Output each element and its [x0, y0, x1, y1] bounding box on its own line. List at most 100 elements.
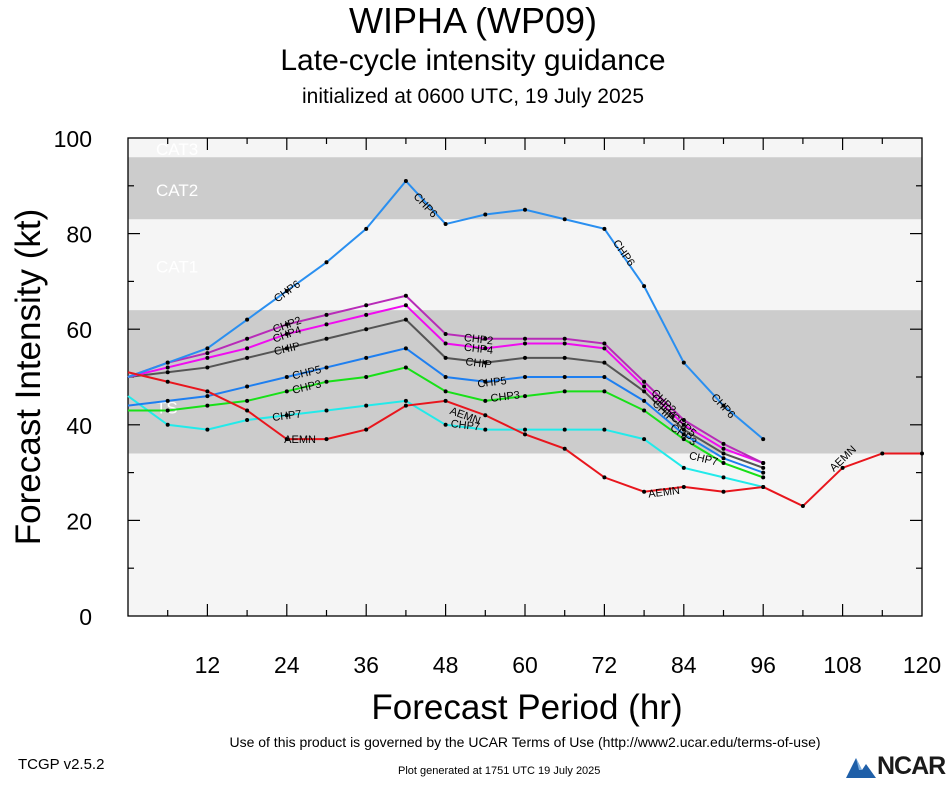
data-point: [761, 470, 766, 475]
data-point: [284, 331, 289, 336]
series-label-chp3: CHP3: [490, 389, 521, 404]
data-point: [681, 437, 686, 442]
data-point: [483, 413, 488, 418]
series-chp2: [127, 293, 766, 466]
data-point: [245, 346, 250, 351]
data-point: [761, 465, 766, 470]
data-point: [324, 336, 329, 341]
data-point: [364, 303, 369, 308]
data-point: [443, 389, 448, 394]
data-point: [165, 370, 170, 375]
data-point: [562, 389, 567, 394]
data-point: [523, 375, 527, 379]
data-point: [681, 427, 686, 432]
chart-subtitle: Late-cycle intensity guidance: [280, 44, 666, 77]
x-tick-label: 120: [903, 652, 941, 678]
data-point: [364, 226, 369, 231]
data-point: [165, 379, 170, 384]
data-point: [681, 432, 686, 437]
data-point: [642, 437, 647, 442]
y-axis-label: Forecast Intensity (kt): [9, 209, 48, 545]
intensity-band-ts: [128, 310, 922, 454]
x-tick-label: 108: [823, 652, 861, 678]
data-point: [483, 212, 488, 217]
data-point: [284, 375, 289, 379]
data-point: [562, 427, 567, 432]
terms-of-use: Use of this product is governed by the U…: [229, 734, 821, 750]
data-point: [721, 441, 726, 446]
data-point: [284, 389, 289, 394]
x-tick-label: 96: [750, 652, 776, 678]
series-label-chip: CHIP: [465, 356, 493, 371]
data-point: [205, 427, 210, 432]
data-point: [245, 384, 250, 389]
series-chp6: [127, 179, 766, 442]
series-chp3: [128, 365, 766, 480]
x-tick-label: 60: [512, 652, 538, 678]
data-point: [443, 355, 448, 360]
data-point: [364, 312, 369, 317]
data-point: [562, 341, 567, 346]
data-point: [443, 331, 448, 336]
series-aemn: [127, 371, 924, 509]
data-point: [403, 398, 408, 403]
x-tick-label: 48: [433, 652, 459, 678]
data-point: [284, 346, 289, 351]
data-point: [403, 346, 408, 351]
data-point: [324, 379, 329, 384]
generated-time: Plot generated at 1751 UTC 19 July 2025: [398, 765, 601, 777]
series-label-chp7: CHP7: [272, 409, 303, 424]
data-point: [205, 365, 210, 370]
series-chip: [127, 317, 766, 470]
data-point: [284, 413, 289, 418]
series-label-chp4: CHP4: [463, 342, 494, 357]
data-point: [761, 461, 766, 466]
series-label-chp7: CHP7: [450, 418, 481, 433]
data-point: [443, 422, 448, 427]
data-point: [721, 489, 726, 494]
data-point: [602, 226, 607, 231]
data-point: [642, 398, 647, 403]
data-point: [165, 365, 170, 370]
y-tick-label: 40: [66, 413, 92, 439]
chart-title: WIPHA (WP09): [348, 0, 598, 41]
data-point: [324, 260, 329, 265]
data-point: [562, 217, 567, 222]
series-chp5: [127, 346, 766, 475]
data-point: [483, 346, 488, 351]
intensity-band-below-ts: [128, 453, 922, 616]
data-point: [523, 207, 527, 212]
data-point: [165, 408, 170, 413]
data-point: [443, 341, 448, 346]
data-point: [443, 375, 448, 379]
data-point: [681, 422, 686, 427]
ncar-logo-text: NCAR: [877, 752, 946, 780]
data-point: [245, 418, 250, 423]
data-point: [403, 317, 408, 322]
data-point: [602, 427, 607, 432]
data-point: [602, 475, 607, 480]
y-tick-label: 20: [66, 508, 92, 534]
data-point: [324, 322, 329, 327]
data-point: [562, 336, 567, 341]
y-tick-label: 80: [66, 222, 92, 248]
data-point: [761, 484, 766, 489]
data-point: [800, 504, 805, 509]
data-point: [364, 355, 369, 360]
intensity-band-cat1: [128, 219, 922, 311]
data-point: [602, 375, 607, 379]
data-point: [245, 355, 250, 360]
series-label-aemn: AEMN: [648, 485, 681, 501]
band-label-cat1: CAT1: [156, 258, 198, 277]
data-point: [602, 346, 607, 351]
data-point: [880, 451, 885, 456]
data-point: [602, 389, 607, 394]
data-point: [840, 465, 845, 470]
data-point: [205, 355, 210, 360]
data-point: [165, 422, 170, 427]
data-point: [681, 418, 686, 423]
data-point: [761, 437, 766, 442]
data-point: [642, 379, 647, 384]
data-point: [165, 398, 170, 403]
